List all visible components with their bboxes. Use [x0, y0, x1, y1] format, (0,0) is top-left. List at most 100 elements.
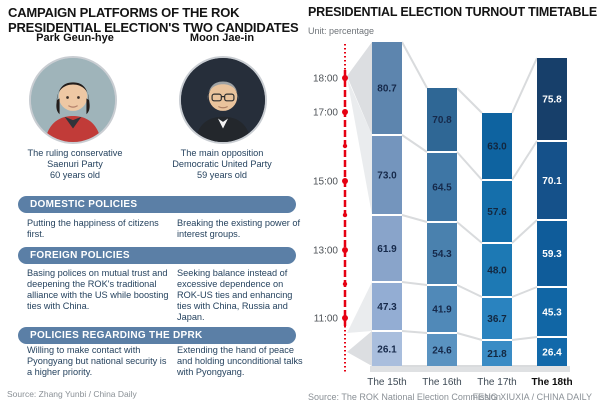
ribbon-connector	[456, 151, 483, 181]
time-label: 15:00	[313, 177, 338, 188]
ribbon-connector	[511, 140, 538, 181]
park-desc-line-3: 60 years old	[49, 170, 101, 180]
segment-value-label: 48.0	[487, 266, 507, 277]
section-header-domestic-policies: DOMESTIC POLICIES	[18, 196, 296, 213]
foreign-policy-park: Basing polices on mutual trust and deepe…	[27, 268, 169, 311]
park-geun-hye-portrait-illustration	[31, 58, 115, 142]
chart-unit-label: Unit: percentage	[308, 26, 375, 36]
ribbon-connector	[456, 87, 483, 114]
segment-value-label: 24.6	[432, 346, 452, 357]
segment-value-label: 64.5	[432, 183, 452, 194]
segment-value-label: 21.8	[487, 349, 507, 360]
chart-title: PRESIDENTIAL ELECTION TURNOUT TIMETABLE	[308, 5, 597, 19]
ribbon-fan	[347, 42, 372, 135]
bar-segment	[537, 338, 567, 366]
right-panel-source: Source: The ROK National Election Commis…	[308, 392, 501, 402]
bar-segment	[427, 88, 457, 151]
ribbon-connector	[456, 221, 483, 244]
category-label: The 15th	[367, 377, 406, 388]
bar-segment	[482, 341, 512, 366]
time-dot	[342, 212, 348, 218]
park-desc-line-2: Saenuri Party	[47, 159, 103, 169]
segment-value-label: 57.6	[487, 207, 507, 218]
bar-segment	[372, 332, 402, 366]
section-header-dprk-policies: POLICIES REGARDING THE DPRK	[18, 327, 296, 344]
ribbon-connector	[401, 281, 428, 286]
time-label: 18:00	[313, 74, 338, 85]
segment-value-label: 63.0	[487, 142, 507, 153]
left-title-line-1: CAMPAIGN PLATFORMS OF THE ROK	[8, 5, 240, 20]
ribbon-connector	[401, 330, 428, 334]
turnout-timetable-chart: 80.7 73.0 61.9 47.3 26.1 The 15th 70.8 64.5 54.3…	[313, 41, 573, 388]
moon-jae-in-portrait-illustration	[181, 58, 265, 142]
segment-value-label: 70.8	[432, 115, 452, 126]
dprk-policy-moon: Extending the hand of peace and holding …	[177, 345, 303, 377]
segment-value-label: 36.7	[487, 314, 507, 325]
ribbon-connector	[401, 134, 428, 153]
segment-value-label: 26.1	[377, 345, 397, 356]
ribbon-fan	[347, 331, 372, 366]
time-dot	[342, 75, 348, 81]
time-dot	[342, 178, 348, 184]
bar-segment	[482, 298, 512, 339]
bar-segment	[482, 181, 512, 242]
segment-value-label: 41.9	[432, 305, 452, 316]
left-panel-source: Source: Zhang Yunbi / China Daily	[7, 389, 137, 399]
left-panel-title: CAMPAIGN PLATFORMS OF THE ROK PRESIDENTI…	[8, 5, 300, 35]
bar-segment	[372, 283, 402, 330]
bar-segment	[427, 153, 457, 221]
segment-value-label: 70.1	[542, 176, 562, 187]
category-label: The 16th	[422, 377, 461, 388]
time-dot	[342, 247, 348, 253]
moon-jae-in-photo	[179, 56, 267, 144]
bar-segment	[372, 216, 402, 281]
bar-segment	[537, 221, 567, 286]
ribbon-fan	[347, 282, 372, 333]
bar-segment	[537, 142, 567, 219]
ribbon-connector	[511, 336, 538, 341]
segment-value-label: 47.3	[377, 302, 397, 313]
segment-value-label: 26.4	[542, 348, 562, 359]
time-dot	[342, 143, 348, 149]
segment-value-label: 54.3	[432, 249, 452, 260]
bar-segment	[427, 334, 457, 366]
candidate-name-moon: Moon Jae-in	[189, 32, 255, 44]
candidate-name-park: Park Geun-hye	[36, 32, 114, 44]
ribbon-connector	[401, 41, 428, 89]
domestic-policy-park: Putting the happiness of citizens first.	[27, 218, 159, 239]
time-dot	[342, 315, 348, 321]
bar-segment	[427, 286, 457, 332]
segment-value-label: 45.3	[542, 308, 562, 319]
candidate-desc-moon: The main opposition Democratic United Pa…	[152, 148, 292, 181]
bar-segment	[482, 113, 512, 179]
park-desc-line-1: The ruling conservative	[27, 148, 123, 158]
time-label: 17:00	[313, 108, 338, 119]
right-panel-credit: FENG XIUXIA / CHINA DAILY	[472, 392, 592, 402]
bar-segment	[372, 136, 402, 214]
section-header-label: FOREIGN POLICIES	[30, 250, 130, 261]
bar-segment	[537, 288, 567, 336]
segment-value-label: 75.8	[542, 95, 562, 106]
segment-value-label: 73.0	[377, 171, 397, 182]
time-dot	[342, 281, 348, 287]
bar-segment	[537, 58, 567, 140]
ribbon-connector	[456, 284, 483, 298]
park-geun-hye-photo	[29, 56, 117, 144]
section-header-label: DOMESTIC POLICIES	[30, 199, 138, 210]
time-dot	[342, 109, 348, 115]
ribbon-connector	[456, 332, 483, 341]
section-header-foreign-policies: FOREIGN POLICIES	[18, 247, 296, 264]
moon-desc-line-2: Democratic United Party	[172, 159, 272, 169]
chart-baseline-strip	[370, 366, 570, 372]
time-label: 13:00	[313, 246, 338, 257]
section-header-label: POLICIES REGARDING THE DPRK	[30, 330, 203, 341]
bar-segment	[372, 42, 402, 134]
segment-value-label: 61.9	[377, 244, 397, 255]
category-label: The 18th	[531, 377, 572, 388]
ribbon-connector	[511, 286, 538, 298]
foreign-policy-moon: Seeking balance instead of excessive dep…	[177, 268, 293, 322]
bar-segment	[427, 223, 457, 284]
ribbon-connector	[511, 57, 538, 114]
dprk-policy-park: Willing to make contact with Pyongyang b…	[27, 345, 167, 377]
